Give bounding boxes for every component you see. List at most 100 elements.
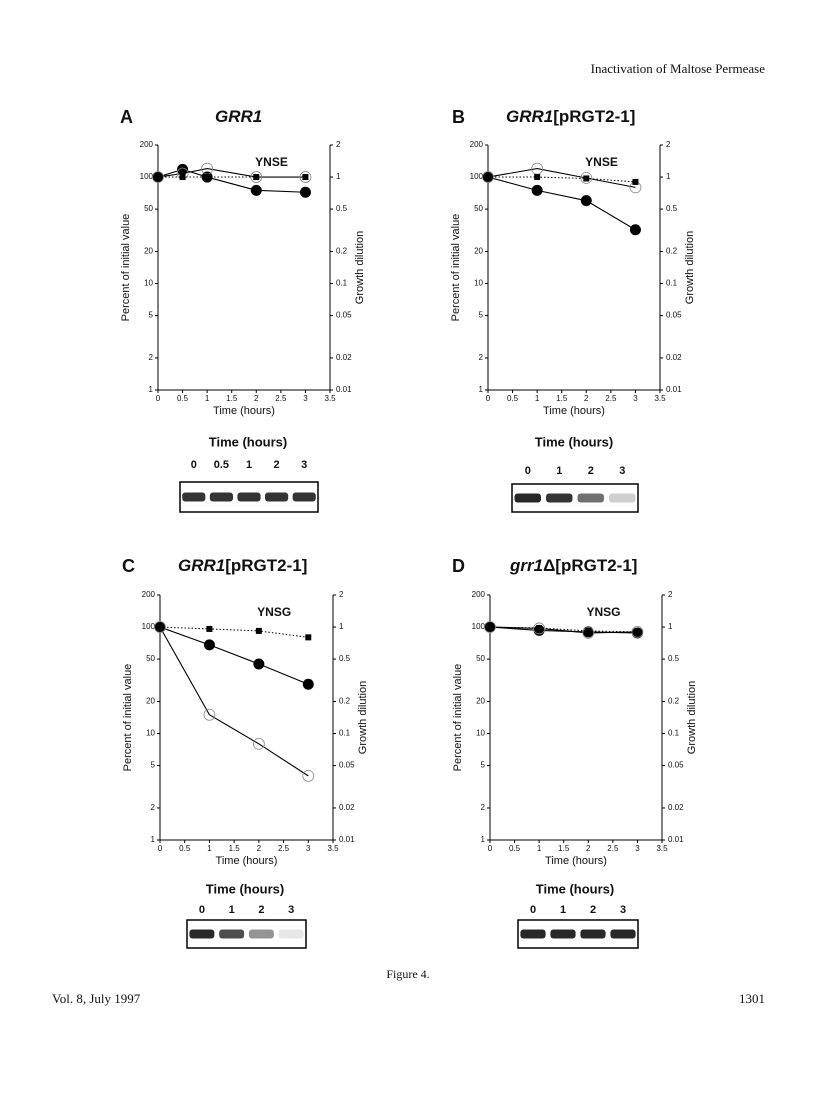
y-tick-label: 5 <box>481 761 486 770</box>
blot-band <box>265 492 289 502</box>
panel-letter: B <box>452 107 465 127</box>
x-tick-label: 1.5 <box>229 844 241 853</box>
x-tick-label: 3 <box>306 844 311 853</box>
y-tick-label: 200 <box>142 590 156 599</box>
y-axis-label: Percent of initial value <box>122 664 134 772</box>
x-tick-label: 1.5 <box>556 394 568 403</box>
y-tick-label: 20 <box>476 697 485 706</box>
x-axis-label: Time (hours) <box>213 405 275 417</box>
x-tick-label: 2 <box>586 844 591 853</box>
lane-label: 1 <box>560 904 566 916</box>
x-tick-label: 3.5 <box>654 394 666 403</box>
filled-marker <box>299 186 311 198</box>
blot-band <box>580 929 606 939</box>
open-marker <box>154 621 166 633</box>
y2-tick-label: 2 <box>336 140 341 149</box>
title-part: grr1 <box>509 556 543 575</box>
y-axis-label: Percent of initial value <box>120 214 132 322</box>
x-tick-label: 0 <box>156 394 161 403</box>
y2-tick-label: 0.5 <box>336 204 348 213</box>
blot-band <box>577 493 604 503</box>
x-tick-label: 2.5 <box>278 844 290 853</box>
blot-band <box>237 492 261 502</box>
y-tick-label: 100 <box>472 622 486 631</box>
y-axis-label: Percent of initial value <box>452 664 464 772</box>
open-marker <box>302 769 315 782</box>
y2-tick-label: 0.02 <box>339 803 355 812</box>
figure-caption: Figure 4. <box>386 967 429 981</box>
square-marker <box>179 174 186 181</box>
lane-label: 2 <box>590 904 596 916</box>
y-tick-label: 100 <box>140 172 154 181</box>
y2-axis-label: Growth dilution <box>354 231 366 304</box>
y2-tick-label: 0.02 <box>336 353 352 362</box>
y2-tick-label: 0.05 <box>668 761 684 770</box>
lane-label: 0 <box>199 904 205 916</box>
y-tick-label: 20 <box>146 697 155 706</box>
panel-letter: A <box>120 107 133 127</box>
title-part: Δ[pRGT2-1] <box>543 556 637 575</box>
open-marker <box>299 171 312 183</box>
x-tick-label: 2.5 <box>275 394 287 403</box>
x-axis-label: Time (hours) <box>545 855 607 867</box>
filled-marker <box>177 163 189 175</box>
y-tick-label: 2 <box>151 803 156 812</box>
y-tick-label: 1 <box>149 385 154 394</box>
y2-tick-label: 1 <box>668 622 673 631</box>
y-tick-label: 50 <box>474 204 483 213</box>
annotation: YNSE <box>585 155 618 169</box>
y-tick-label: 10 <box>146 729 155 738</box>
square-marker <box>632 178 639 185</box>
lane-label: 2 <box>258 904 264 916</box>
x-axis-label: Time (hours) <box>543 405 605 417</box>
x-tick-label: 3.5 <box>327 844 339 853</box>
square-marker <box>253 174 260 181</box>
y2-tick-label: 0.2 <box>666 247 678 256</box>
panel-title: GRR1 <box>215 107 262 126</box>
open-marker <box>631 626 644 638</box>
panel: C GRR1[pRGT2-1]1251020501002000.010.020.0… <box>122 556 369 949</box>
panel: B GRR1[pRGT2-1]1251020501002000.010.020.0… <box>450 107 696 513</box>
y2-tick-label: 1 <box>336 172 341 181</box>
blot-label: Time (hours) <box>206 881 285 896</box>
y-tick-label: 100 <box>470 172 484 181</box>
annotation: YNSG <box>587 605 621 619</box>
lane-label: 2 <box>274 459 280 471</box>
annotation: YNSE <box>255 155 288 169</box>
series-line <box>159 626 309 638</box>
x-tick-label: 3 <box>633 394 638 403</box>
y2-tick-label: 0.05 <box>666 311 682 320</box>
x-tick-label: 2.5 <box>605 394 617 403</box>
annotation: YNSG <box>257 605 291 619</box>
open-marker <box>250 171 263 183</box>
y-tick-label: 1 <box>479 385 484 394</box>
blot-band <box>610 929 636 939</box>
lane-label: 1 <box>229 904 235 916</box>
filled-marker <box>253 658 265 670</box>
y-tick-label: 10 <box>144 279 153 288</box>
y2-tick-label: 2 <box>666 140 671 149</box>
panel-title: grr1Δ[pRGT2-1] <box>509 556 637 575</box>
lane-label: 1 <box>556 465 562 477</box>
lane-label: 0 <box>525 465 531 477</box>
square-marker <box>157 624 163 631</box>
title-part: GRR1 <box>215 107 262 126</box>
y2-tick-label: 0.1 <box>339 729 351 738</box>
y2-tick-label: 1 <box>339 622 344 631</box>
x-tick-label: 1.5 <box>558 844 570 853</box>
y2-tick-label: 0.2 <box>668 697 680 706</box>
x-tick-label: 1.5 <box>226 394 238 403</box>
open-marker <box>582 627 595 639</box>
lane-label: 3 <box>288 904 294 916</box>
x-axis-label: Time (hours) <box>216 855 278 867</box>
x-tick-label: 0.5 <box>509 844 521 853</box>
panel-title: GRR1[pRGT2-1] <box>506 107 635 126</box>
x-tick-label: 3 <box>303 394 308 403</box>
x-tick-label: 1 <box>205 394 210 403</box>
y-tick-label: 50 <box>476 654 485 663</box>
open-marker <box>252 737 265 750</box>
y2-tick-label: 0.05 <box>336 311 352 320</box>
square-marker <box>206 625 213 632</box>
square-marker <box>534 174 541 181</box>
